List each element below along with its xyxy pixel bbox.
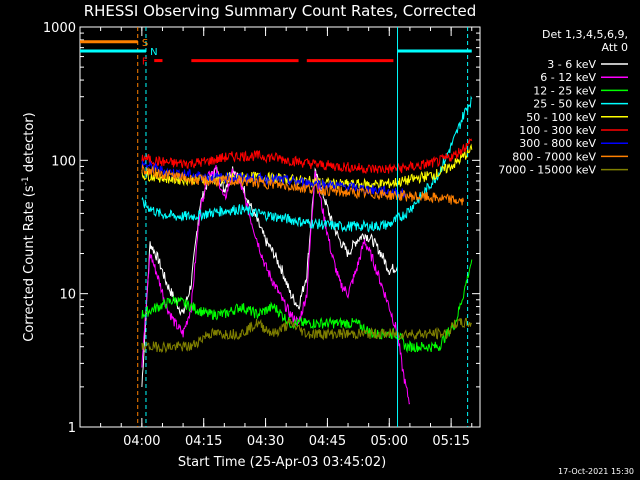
flag-label: N	[150, 47, 157, 58]
series-line	[141, 95, 473, 233]
x-tick-label: 05:15	[432, 434, 469, 449]
x-axis-label: Start Time (25-Apr-03 03:45:02)	[178, 455, 386, 470]
x-tick-label: 04:30	[247, 434, 284, 449]
y-tick-label: 1	[68, 421, 76, 436]
series-line	[141, 163, 464, 206]
y-axis-label-exponent: -1	[21, 176, 31, 185]
legend-label: 800 - 7000 keV	[512, 150, 596, 163]
series-line	[141, 259, 473, 354]
y-tick-label: 100	[51, 154, 76, 169]
generation-timestamp: 17-Oct-2021 15:30	[558, 467, 634, 476]
x-tick-label: 04:00	[123, 434, 160, 449]
plot-frame	[79, 26, 481, 428]
y-axis-label: Corrected Count Rate (s-1 detector)	[21, 112, 37, 341]
series-line	[141, 166, 398, 388]
series-line	[141, 137, 473, 174]
chart-title: RHESSI Observing Summary Count Rates, Co…	[84, 2, 477, 20]
legend-label: 100 - 300 keV	[519, 124, 596, 137]
legend-header-detectors: Det 1,3,4,5,6,9,	[542, 28, 628, 41]
legend-header-attenuator: Att 0	[602, 41, 628, 54]
flag-label: S	[142, 38, 148, 49]
legend-label: 3 - 6 keV	[547, 58, 596, 71]
x-tick-label: 05:00	[371, 434, 408, 449]
series-line	[141, 143, 473, 192]
series-line	[141, 317, 472, 354]
y-axis-label-main: Corrected Count Rate (s	[22, 185, 37, 342]
y-tick-label: 10	[59, 288, 76, 303]
y-axis-label-tail: detector)	[22, 112, 37, 176]
x-tick-label: 04:15	[185, 434, 222, 449]
legend-label: 12 - 25 keV	[533, 84, 596, 97]
legend-label: 25 - 50 keV	[533, 98, 596, 111]
x-tick-label: 04:45	[309, 434, 346, 449]
legend-label: 7000 - 15000 keV	[498, 164, 596, 177]
legend-label: 50 - 100 keV	[526, 111, 596, 124]
series-line	[141, 164, 411, 405]
y-tick-label: 1000	[43, 21, 76, 36]
legend-label: 300 - 800 keV	[519, 137, 596, 150]
legend-label: 6 - 12 keV	[540, 71, 596, 84]
flag-label: F	[142, 57, 148, 68]
